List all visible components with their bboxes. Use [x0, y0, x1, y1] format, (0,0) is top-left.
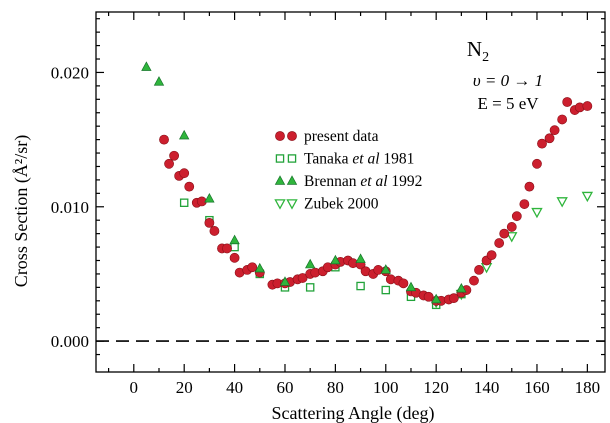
data-point	[506, 232, 518, 243]
x-tick-label: 0	[130, 378, 139, 397]
data-point	[164, 158, 174, 169]
data-point	[381, 285, 391, 295]
legend-label: Zubek 2000	[304, 196, 379, 213]
y-tick-label: 0.000	[51, 332, 89, 351]
data-point	[229, 252, 240, 263]
data-point	[279, 276, 291, 286]
data-point	[304, 258, 316, 269]
data-point	[209, 226, 220, 236]
y-axis-label: Cross Section (Å²/sr)	[11, 135, 32, 287]
legend-item: Zubek 2000	[274, 196, 379, 213]
data-point	[169, 150, 180, 161]
chart-title: N2	[467, 37, 489, 65]
legend-item: Brennan et al 1992	[274, 173, 422, 190]
data-point	[330, 254, 341, 265]
data-point	[380, 264, 391, 274]
data-point	[222, 243, 232, 254]
data-point	[544, 133, 555, 144]
data-point	[499, 228, 510, 239]
data-point	[486, 250, 497, 261]
data-point	[537, 138, 547, 149]
x-tick-label: 20	[176, 378, 193, 397]
series-filled-triangle-up	[141, 61, 467, 304]
data-point	[562, 97, 573, 107]
legend-item: Tanaka et al 1981	[275, 151, 414, 168]
data-point	[423, 291, 434, 302]
legend: present data Tanaka et al 1981 Brennan et …	[274, 128, 422, 213]
data-point	[179, 129, 190, 140]
data-point	[519, 199, 530, 209]
data-point	[356, 281, 365, 291]
data-point	[305, 283, 315, 292]
legend-marker	[287, 131, 297, 141]
data-points	[141, 61, 594, 310]
legend-marker	[287, 154, 297, 163]
annotation-transition: υ = 0 → 1	[473, 71, 543, 90]
series-open-triangle-down	[430, 191, 594, 309]
legend-marker	[286, 175, 298, 185]
x-tick-label: 100	[373, 378, 399, 397]
x-axis: 0 20 40 60 80 100 120 140 160 180	[107, 12, 601, 397]
y-tick-label: 0.020	[51, 63, 89, 82]
legend-marker	[275, 154, 285, 163]
legend-label: Brennan et al 1992	[304, 173, 422, 190]
data-point	[179, 168, 190, 179]
legend-item: present data	[275, 128, 379, 145]
data-point	[141, 61, 152, 71]
y-tick-label: 0.010	[51, 198, 89, 217]
data-point	[511, 211, 522, 222]
data-point	[456, 282, 467, 293]
data-point	[247, 262, 258, 273]
data-point	[355, 253, 366, 263]
series-filled-circle	[159, 97, 593, 306]
y-axis: 0.000 0.010 0.020	[51, 18, 605, 356]
legend-marker	[275, 131, 285, 141]
data-point	[204, 217, 215, 228]
data-point	[581, 191, 594, 203]
x-tick-label: 120	[423, 378, 449, 397]
data-point	[506, 222, 517, 232]
x-tick-label: 140	[474, 378, 500, 397]
legend-marker	[274, 175, 286, 185]
x-tick-label: 160	[524, 378, 550, 397]
data-point	[448, 293, 459, 304]
legend-marker	[286, 199, 298, 210]
data-point	[430, 293, 442, 304]
data-point	[153, 76, 165, 86]
data-point	[204, 192, 215, 203]
x-axis-label: Scattering Angle (deg)	[272, 403, 435, 423]
legend-label: Tanaka et al 1981	[304, 151, 414, 168]
data-point	[524, 181, 535, 192]
data-point	[469, 275, 479, 286]
legend-label: present data	[304, 128, 379, 145]
x-tick-label: 60	[276, 378, 293, 397]
data-point	[474, 265, 484, 275]
data-point	[297, 273, 308, 283]
data-point	[556, 197, 568, 208]
data-point	[549, 125, 560, 136]
data-point	[557, 114, 568, 125]
data-point	[494, 238, 505, 248]
data-point	[531, 207, 543, 219]
annotation-energy: E = 5 eV	[477, 94, 539, 113]
data-point	[230, 242, 239, 252]
plot-border	[95, 11, 606, 373]
data-point	[532, 158, 542, 169]
legend-marker	[274, 199, 286, 210]
data-point	[398, 278, 409, 289]
data-point	[184, 181, 195, 192]
x-tick-label: 180	[575, 378, 601, 397]
plot-frame	[95, 11, 606, 373]
data-point	[229, 234, 240, 245]
data-point	[179, 198, 189, 207]
x-tick-label: 40	[226, 378, 243, 397]
x-tick-label: 80	[327, 378, 344, 397]
data-point	[405, 281, 417, 292]
data-point	[254, 262, 265, 273]
data-point	[582, 101, 593, 111]
data-point	[159, 134, 169, 145]
